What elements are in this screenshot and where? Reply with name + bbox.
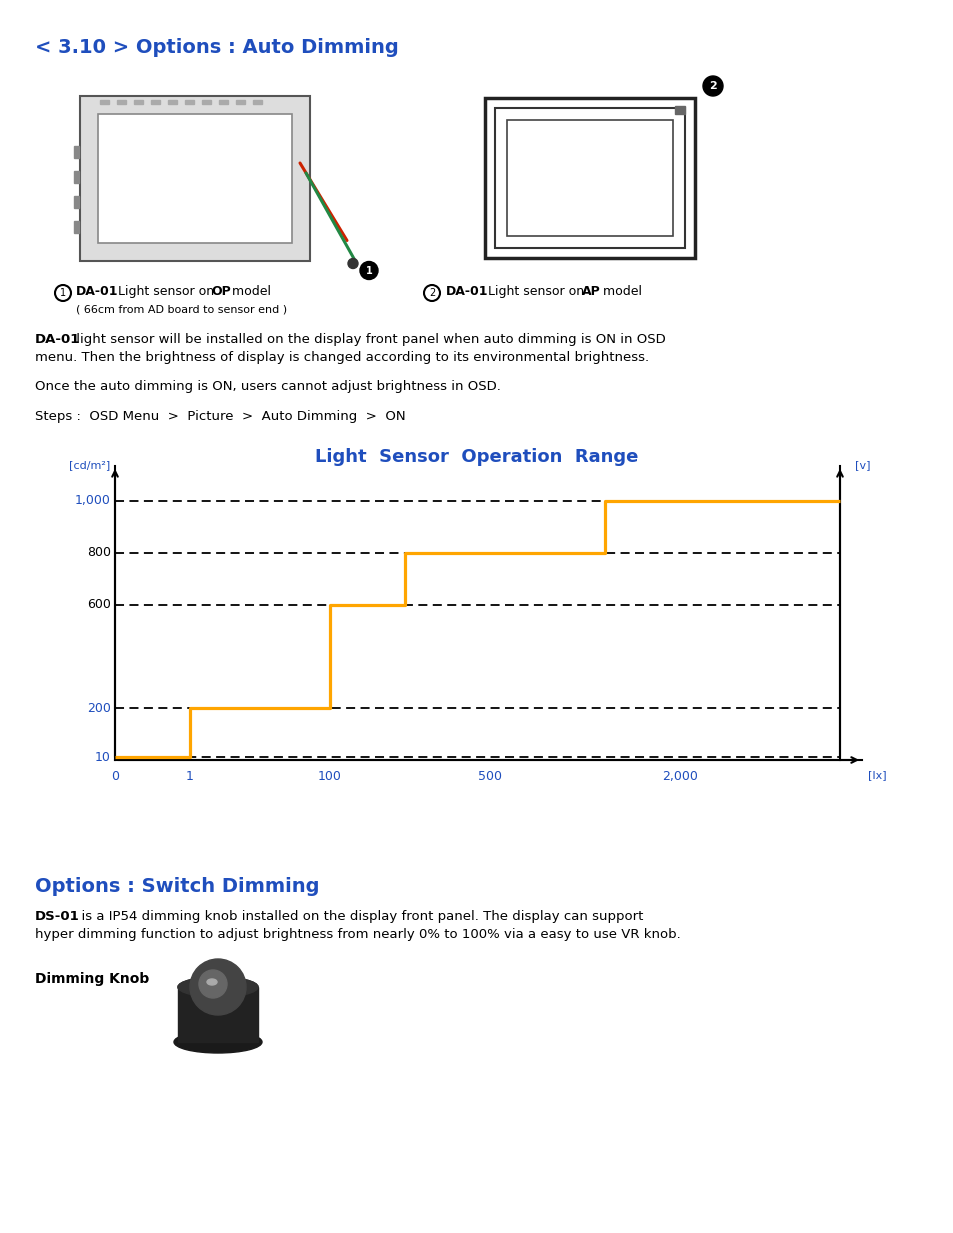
Bar xyxy=(100,100,109,104)
Text: DA-01: DA-01 xyxy=(35,333,80,346)
Text: OP: OP xyxy=(211,285,231,298)
Bar xyxy=(117,100,126,104)
Text: light sensor will be installed on the display front panel when auto dimming is O: light sensor will be installed on the di… xyxy=(71,333,665,346)
Ellipse shape xyxy=(178,977,257,997)
Bar xyxy=(235,100,245,104)
Text: [v]: [v] xyxy=(854,460,869,470)
Bar xyxy=(133,100,143,104)
Text: model: model xyxy=(228,285,271,298)
Bar xyxy=(219,100,228,104)
Text: hyper dimming function to adjust brightness from nearly 0% to 100% via a easy to: hyper dimming function to adjust brightn… xyxy=(35,928,680,941)
Text: 1,000: 1,000 xyxy=(75,494,111,508)
Text: Dimming Knob: Dimming Knob xyxy=(35,972,149,986)
Bar xyxy=(151,100,160,104)
Circle shape xyxy=(702,76,722,96)
Text: [cd/m²]: [cd/m²] xyxy=(69,460,110,470)
Text: 800: 800 xyxy=(87,546,111,560)
Circle shape xyxy=(359,261,377,280)
Ellipse shape xyxy=(207,979,216,985)
Bar xyxy=(74,145,79,158)
Bar xyxy=(675,106,684,113)
Text: AP: AP xyxy=(581,285,600,298)
Text: 2: 2 xyxy=(429,289,435,298)
Text: 2: 2 xyxy=(708,81,716,91)
Text: 600: 600 xyxy=(87,598,111,612)
Text: DA-01: DA-01 xyxy=(446,285,488,298)
Text: 2,000: 2,000 xyxy=(661,769,698,783)
Bar xyxy=(74,196,79,208)
Text: Light sensor on: Light sensor on xyxy=(113,285,218,298)
Text: model: model xyxy=(598,285,641,298)
Text: Light sensor on: Light sensor on xyxy=(483,285,587,298)
Bar xyxy=(74,171,79,182)
Text: is a IP54 dimming knob installed on the display front panel. The display can sup: is a IP54 dimming knob installed on the … xyxy=(73,910,642,924)
Text: 1: 1 xyxy=(60,289,66,298)
FancyBboxPatch shape xyxy=(98,113,292,243)
Text: menu. Then the brightness of display is changed according to its environmental b: menu. Then the brightness of display is … xyxy=(35,351,648,364)
Bar xyxy=(202,100,211,104)
Ellipse shape xyxy=(178,977,257,997)
Bar xyxy=(168,100,177,104)
Bar xyxy=(253,100,262,104)
FancyBboxPatch shape xyxy=(484,97,695,258)
Text: Light  Sensor  Operation  Range: Light Sensor Operation Range xyxy=(315,448,638,466)
Text: Steps :  OSD Menu  >  Picture  >  Auto Dimming  >  ON: Steps : OSD Menu > Picture > Auto Dimmin… xyxy=(35,411,405,423)
Text: 10: 10 xyxy=(95,751,111,764)
Text: < 3.10 > Options : Auto Dimming: < 3.10 > Options : Auto Dimming xyxy=(35,38,398,57)
Circle shape xyxy=(190,959,246,1015)
Text: 200: 200 xyxy=(87,702,111,715)
Bar xyxy=(74,221,79,233)
Bar xyxy=(185,100,193,104)
FancyBboxPatch shape xyxy=(506,120,672,236)
Text: Options : Switch Dimming: Options : Switch Dimming xyxy=(35,877,319,896)
Text: Once the auto dimming is ON, users cannot adjust brightness in OSD.: Once the auto dimming is ON, users canno… xyxy=(35,380,500,393)
Text: DS-01: DS-01 xyxy=(35,910,80,924)
Text: 100: 100 xyxy=(317,769,341,783)
FancyBboxPatch shape xyxy=(178,986,257,1042)
Circle shape xyxy=(199,970,227,997)
Text: 1: 1 xyxy=(186,769,193,783)
Circle shape xyxy=(348,259,357,269)
Text: [lx]: [lx] xyxy=(867,769,885,780)
FancyBboxPatch shape xyxy=(80,95,310,260)
Text: 0: 0 xyxy=(111,769,119,783)
Text: 1: 1 xyxy=(365,265,372,275)
Text: 500: 500 xyxy=(477,769,501,783)
Text: ( 66cm from AD board to sensor end ): ( 66cm from AD board to sensor end ) xyxy=(76,305,287,314)
Ellipse shape xyxy=(173,1031,262,1053)
FancyBboxPatch shape xyxy=(495,109,684,248)
Text: DA-01: DA-01 xyxy=(76,285,118,298)
